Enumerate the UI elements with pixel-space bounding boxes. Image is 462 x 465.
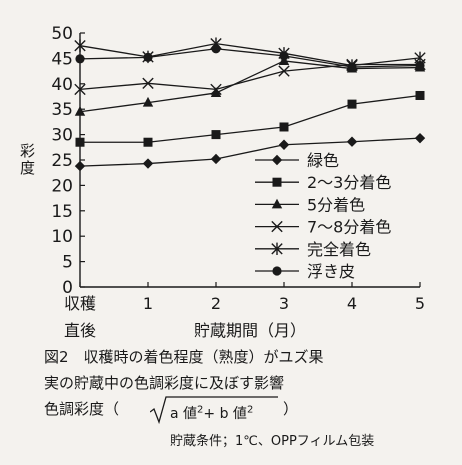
data-point xyxy=(75,54,85,64)
data-point xyxy=(211,44,221,54)
legend-item: 緑色 xyxy=(255,151,339,170)
figure-caption-line-2: 実の貯蔵中の色調彩度に及ぼす影響 xyxy=(44,374,285,392)
figure-caption-line-3: 色調彩度（ xyxy=(44,398,119,419)
y-tick-label: 20 xyxy=(51,176,73,196)
data-point xyxy=(210,87,222,97)
x-tick-label-line2: 直後 xyxy=(64,321,96,340)
data-point xyxy=(142,158,154,169)
marker-stroke xyxy=(210,83,222,96)
data-point xyxy=(74,39,86,52)
x-tick-label: 2 xyxy=(211,294,221,313)
data-point xyxy=(143,137,153,147)
series-line xyxy=(79,43,421,67)
legend-label: 2～3分着色 xyxy=(307,173,391,192)
data-point xyxy=(414,132,426,144)
data-point xyxy=(415,90,425,100)
series-2 xyxy=(75,90,425,147)
y-tick-label: 45 xyxy=(51,49,73,69)
x-axis-label: 貯蔵期間（月） xyxy=(194,321,306,340)
legend-label: 完全着色 xyxy=(307,240,371,259)
formula-b-value: + b 値 xyxy=(203,406,247,422)
data-point xyxy=(74,160,86,172)
legend-item: 2～3分着色 xyxy=(255,173,391,192)
formula-a-value: a 値 xyxy=(170,406,198,422)
data-point xyxy=(210,153,222,165)
series-6 xyxy=(75,44,425,72)
y-tick-label: 0 xyxy=(62,278,73,298)
y-tick-label: 5 xyxy=(62,253,73,273)
data-point xyxy=(74,83,86,96)
caption-formula-body: a 値2+ b 値2 xyxy=(170,403,253,423)
data-point xyxy=(278,139,290,150)
legend-marker xyxy=(271,242,283,255)
figure-caption-storage-conditions: 貯蔵条件；1℃、OPPフィルム包装 xyxy=(170,434,375,449)
data-point xyxy=(142,96,154,107)
x-tick-label: 4 xyxy=(347,294,357,313)
caption-formula-close-paren: ） xyxy=(283,400,299,418)
y-tick-label: 35 xyxy=(51,100,73,120)
data-point xyxy=(346,136,358,147)
marker-stroke xyxy=(278,65,290,77)
data-point xyxy=(279,122,289,132)
x-tick-label: 収穫 xyxy=(64,294,96,313)
y-axis-label: 彩度 xyxy=(18,143,36,177)
y-tick-label: 50 xyxy=(51,24,73,44)
series-1 xyxy=(74,132,426,172)
legend-marker xyxy=(271,154,283,166)
legend-marker xyxy=(272,266,282,276)
data-point xyxy=(278,65,290,77)
data-point xyxy=(415,60,425,71)
legend-item: 完全着色 xyxy=(255,240,371,259)
legend-label: 7～8分着色 xyxy=(307,218,391,237)
sqrt-radical-icon xyxy=(150,396,278,425)
y-axis-ticks: 0 5 10 15 20 25 30 35 40 45 50 xyxy=(51,24,85,298)
y-tick-label: 25 xyxy=(51,151,73,171)
legend-marker xyxy=(272,177,282,187)
caption-formula-prefix: 色調彩度（ xyxy=(44,400,120,418)
legend-marker xyxy=(271,220,283,233)
x-tick-label: 3 xyxy=(279,294,289,313)
legend-item: 7～8分着色 xyxy=(255,218,391,237)
y-tick-label: 10 xyxy=(51,227,73,247)
marker-stroke xyxy=(271,220,283,233)
series-line xyxy=(79,137,421,167)
legend-label: 5分着色 xyxy=(307,195,365,214)
legend-label: 緑色 xyxy=(307,151,339,170)
marker-stroke xyxy=(74,83,86,96)
data-point xyxy=(279,51,289,61)
marker-stroke xyxy=(142,77,154,89)
formula-superscript-a: 2 xyxy=(197,404,204,416)
formula-superscript-b: 2 xyxy=(246,404,254,416)
data-point xyxy=(75,137,85,147)
series-line xyxy=(80,94,421,143)
y-tick-label: 30 xyxy=(51,126,73,146)
data-point xyxy=(347,62,357,72)
data-point xyxy=(142,77,154,89)
legend-label: 浮き皮 xyxy=(307,262,355,281)
series-line xyxy=(79,60,421,113)
series-line xyxy=(79,48,421,68)
legend-item: 浮き皮 xyxy=(255,262,355,281)
data-point xyxy=(143,52,153,62)
data-point xyxy=(211,130,221,140)
data-point xyxy=(74,106,86,116)
y-tick-label: 15 xyxy=(51,202,73,222)
x-tick-label: 1 xyxy=(143,294,153,313)
y-tick-label: 40 xyxy=(51,75,73,95)
figure-caption-line-1: 図2 収穫時の着色程度（熟度）がユズ果 xyxy=(44,348,324,366)
data-point xyxy=(347,99,357,109)
legend-item: 5分着色 xyxy=(255,195,365,214)
chart-series xyxy=(74,37,426,172)
data-point xyxy=(210,83,222,96)
x-tick-label: 5 xyxy=(415,294,425,313)
legend-marker xyxy=(271,198,283,209)
